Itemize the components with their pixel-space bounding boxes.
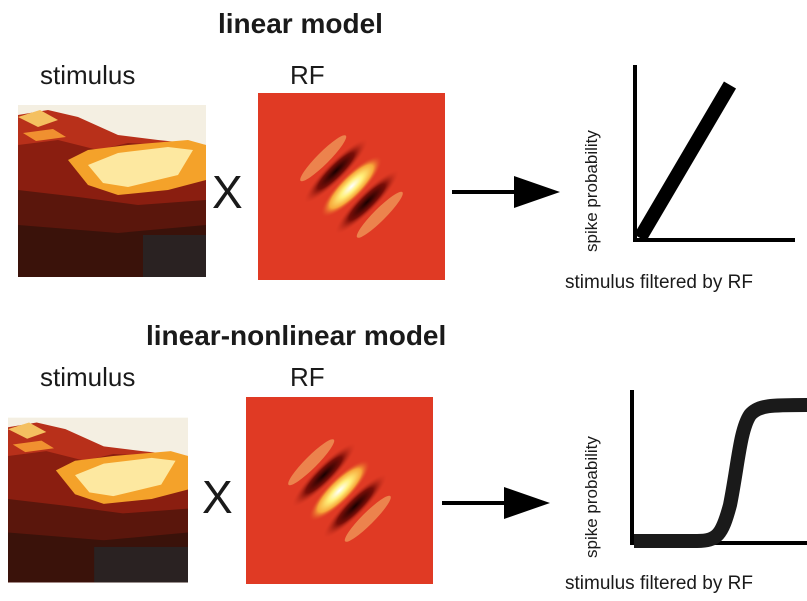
- rf-image: [246, 397, 433, 584]
- response-curve: [633, 81, 737, 242]
- rf-image: [258, 93, 445, 280]
- stimulus-image: [8, 417, 188, 583]
- stimulus-label: stimulus: [40, 362, 136, 392]
- rf-label: RF: [290, 60, 325, 90]
- arrow-icon: [442, 487, 550, 519]
- panel-title: linear model: [218, 8, 383, 39]
- x-axis-label: stimulus filtered by RF: [565, 272, 753, 293]
- y-axis-label: spike probability: [582, 130, 601, 252]
- rf-label: RF: [290, 362, 325, 392]
- linear-response-plot: [633, 65, 795, 242]
- multiply-operator: X: [202, 471, 233, 523]
- panel-title: linear-nonlinear model: [146, 320, 447, 351]
- arrow-icon: [452, 176, 560, 208]
- sigmoid-response-plot: [630, 390, 807, 548]
- y-axis-label: spike probability: [582, 436, 601, 558]
- response-curve: [634, 398, 807, 548]
- x-axis-label: stimulus filtered by RF: [565, 573, 753, 594]
- stimulus-image: [18, 105, 206, 277]
- stimulus-label: stimulus: [40, 60, 136, 90]
- multiply-operator: X: [212, 166, 243, 218]
